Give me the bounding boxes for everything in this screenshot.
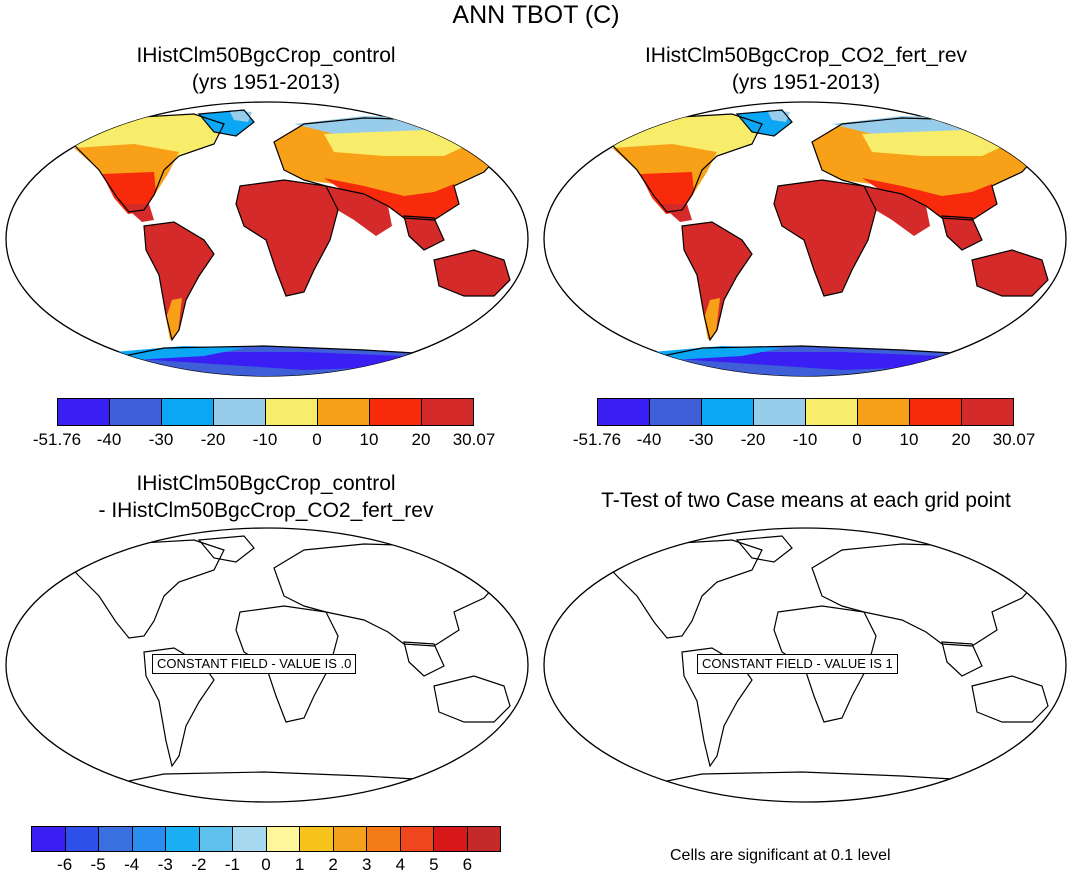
colorbar-tick-label: -30 [688, 430, 714, 449]
panel-title-co2-line1: IHistClm50BgcCrop_CO2_fert_rev [644, 44, 968, 67]
colorbar-swatch [266, 399, 318, 425]
colorbar-tick-label: -51.76 [572, 430, 622, 449]
map-control [5, 101, 529, 377]
colorbar-swatch [99, 827, 133, 851]
colorbar-tick-label: -3 [157, 855, 173, 874]
colorbar-tick-label: -6 [57, 855, 73, 874]
constant-field-label-t-test: CONSTANT FIELD - VALUE IS 1 [697, 654, 898, 674]
panel-title-diff-line1: IHistClm50BgcCrop_control [136, 472, 396, 495]
colorbar-tick-label: 5 [429, 855, 439, 874]
colorbar-swatch [650, 399, 702, 425]
colorbar-tick-label: -40 [96, 430, 122, 449]
colorbar-tick-label: 3 [361, 855, 372, 874]
colorbar-swatch [806, 399, 858, 425]
colorbar-swatch [434, 827, 468, 851]
colorbar-tick-label: 20 [951, 430, 971, 449]
colorbar-swatch [370, 399, 422, 425]
colorbar-swatch [962, 399, 1013, 425]
constant-field-label-difference: CONSTANT FIELD - VALUE IS .0 [152, 654, 357, 674]
colorbar-tick-label: 30.07 [452, 430, 496, 449]
colorbar-tick-label: -51.76 [32, 430, 82, 449]
colorbar-tick-label: -30 [148, 430, 174, 449]
colorbar-swatch [318, 399, 370, 425]
colorbar-tick-label: 0 [312, 430, 322, 449]
colorbar-tick-label: -1 [224, 855, 240, 874]
panel-title-control-line2: (yrs 1951-2013) [191, 71, 341, 94]
colorbar-swatch [233, 827, 267, 851]
colorbar-swatch [702, 399, 754, 425]
colorbar-tick-label: -40 [636, 430, 662, 449]
colorbar-tick-label: 10 [359, 430, 379, 449]
colorbar-swatch [266, 827, 300, 851]
colorbar-swatch [32, 827, 66, 851]
colorbar-tick-label: 30.07 [992, 430, 1036, 449]
colorbar-tick-label: 2 [328, 855, 338, 874]
colorbar-tick-label: 6 [462, 855, 473, 874]
colorbar-tick-label: 0 [852, 430, 862, 449]
colorbar-co2-fert-rev [597, 398, 1014, 426]
panel-title-control-line1: IHistClm50BgcCrop_control [136, 44, 396, 67]
colorbar-swatch [754, 399, 806, 425]
colorbar-tick-label: 20 [411, 430, 431, 449]
colorbar-swatch [333, 827, 367, 851]
colorbar-swatch [162, 399, 214, 425]
panel-title-co2-line2: (yrs 1951-2013) [731, 71, 881, 94]
colorbar-swatch [422, 399, 473, 425]
colorbar-swatch [166, 827, 200, 851]
colorbar-swatch [110, 399, 162, 425]
colorbar-difference [31, 826, 501, 852]
colorbar-swatch [214, 399, 266, 425]
figure-title: ANN TBOT (C) [452, 1, 620, 29]
colorbar-swatch [367, 827, 401, 851]
colorbar-tick-label: -20 [740, 430, 766, 449]
colorbar-swatch [58, 399, 110, 425]
colorbar-swatch [199, 827, 233, 851]
colorbar-swatch [598, 399, 650, 425]
colorbar-control [57, 398, 474, 426]
colorbar-tick-label: -5 [90, 855, 106, 874]
panel-title-diff-line2: - IHistClm50BgcCrop_CO2_fert_rev [98, 499, 434, 522]
colorbar-swatch [910, 399, 962, 425]
colorbar-tick-label: -20 [200, 430, 226, 449]
panel-title-ttest: T-Test of two Case means at each grid po… [601, 489, 1011, 512]
colorbar-tick-label: 4 [395, 855, 406, 874]
colorbar-tick-label: -10 [792, 430, 818, 449]
colorbar-swatch [65, 827, 99, 851]
colorbar-swatch [858, 399, 910, 425]
colorbar-tick-label: 0 [261, 855, 271, 874]
colorbar-swatch [467, 827, 500, 851]
colorbar-swatch [132, 827, 166, 851]
colorbar-tick-label: 1 [294, 855, 305, 874]
colorbar-swatch [400, 827, 434, 851]
colorbar-tick-label: -2 [191, 855, 207, 874]
significance-note: Cells are significant at 0.1 level [670, 847, 891, 864]
colorbar-tick-label: -4 [124, 855, 140, 874]
colorbar-tick-label: -10 [252, 430, 278, 449]
colorbar-swatch [300, 827, 334, 851]
map-co2-fert-rev [543, 101, 1067, 377]
colorbar-tick-label: 10 [899, 430, 919, 449]
coastlines [600, 535, 1063, 795]
